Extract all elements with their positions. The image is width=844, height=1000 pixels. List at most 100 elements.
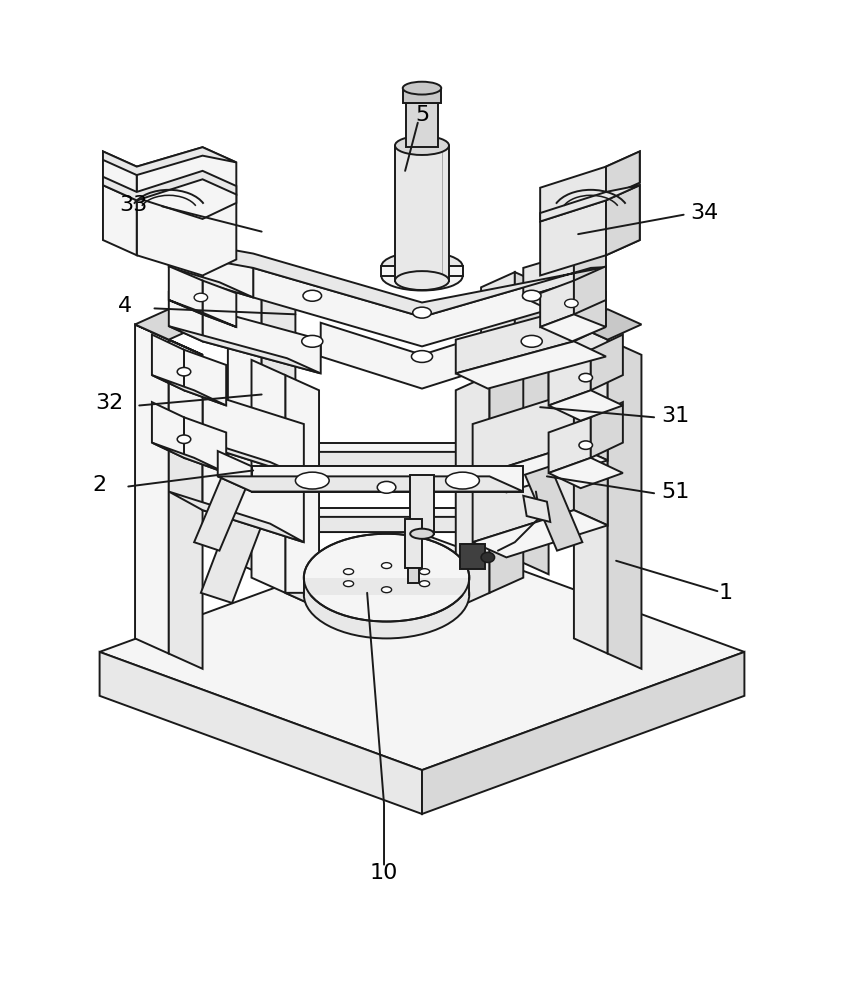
Polygon shape (540, 185, 640, 275)
Polygon shape (405, 519, 422, 568)
Ellipse shape (194, 293, 208, 302)
Ellipse shape (344, 581, 354, 587)
Polygon shape (169, 377, 203, 445)
Polygon shape (408, 568, 419, 583)
Text: 1: 1 (719, 583, 733, 603)
Polygon shape (549, 417, 591, 473)
Polygon shape (540, 314, 606, 341)
Polygon shape (574, 392, 608, 460)
Ellipse shape (304, 534, 469, 622)
Ellipse shape (403, 82, 441, 95)
Polygon shape (549, 390, 623, 421)
Polygon shape (540, 281, 574, 327)
Text: 31: 31 (661, 406, 690, 426)
Polygon shape (100, 534, 744, 770)
Polygon shape (169, 326, 321, 373)
Polygon shape (540, 185, 640, 221)
Ellipse shape (414, 278, 430, 286)
Ellipse shape (419, 581, 430, 587)
Text: 4: 4 (118, 296, 132, 316)
Polygon shape (540, 151, 640, 219)
Polygon shape (184, 350, 226, 405)
Polygon shape (169, 238, 606, 317)
Polygon shape (321, 323, 523, 389)
Polygon shape (456, 341, 606, 389)
Ellipse shape (381, 563, 392, 569)
Polygon shape (456, 375, 490, 608)
Ellipse shape (414, 323, 430, 331)
Polygon shape (169, 492, 304, 542)
Polygon shape (285, 593, 456, 608)
Polygon shape (135, 309, 203, 340)
Polygon shape (523, 496, 550, 522)
Text: 32: 32 (95, 393, 124, 413)
Polygon shape (574, 309, 641, 340)
Polygon shape (473, 445, 608, 492)
Polygon shape (203, 308, 321, 373)
Ellipse shape (177, 367, 191, 376)
Polygon shape (287, 508, 490, 532)
Polygon shape (253, 517, 490, 532)
Ellipse shape (302, 335, 322, 347)
Polygon shape (103, 147, 236, 175)
Polygon shape (203, 281, 236, 327)
Polygon shape (253, 268, 591, 346)
Polygon shape (100, 652, 422, 814)
Ellipse shape (304, 551, 469, 638)
Polygon shape (135, 324, 203, 355)
Polygon shape (287, 443, 490, 466)
Polygon shape (422, 652, 744, 814)
Polygon shape (574, 292, 606, 341)
Polygon shape (406, 103, 438, 147)
Ellipse shape (579, 373, 592, 382)
Polygon shape (574, 238, 606, 282)
Polygon shape (169, 430, 304, 477)
Polygon shape (103, 151, 137, 198)
Ellipse shape (377, 481, 396, 493)
Ellipse shape (381, 252, 463, 280)
Polygon shape (218, 476, 523, 492)
Polygon shape (515, 272, 549, 574)
Polygon shape (103, 185, 137, 255)
Ellipse shape (419, 569, 430, 575)
Ellipse shape (295, 472, 329, 489)
Polygon shape (395, 146, 449, 281)
Polygon shape (481, 272, 515, 574)
Polygon shape (152, 402, 184, 458)
Text: 33: 33 (119, 195, 148, 215)
Polygon shape (184, 417, 226, 473)
Polygon shape (304, 578, 469, 595)
Polygon shape (574, 266, 606, 314)
Ellipse shape (381, 587, 392, 593)
Ellipse shape (412, 351, 433, 362)
Text: 10: 10 (370, 863, 398, 883)
Ellipse shape (303, 290, 322, 301)
Polygon shape (152, 335, 184, 390)
Polygon shape (194, 466, 252, 551)
Polygon shape (203, 392, 304, 477)
Polygon shape (203, 451, 304, 492)
Polygon shape (523, 253, 574, 297)
Polygon shape (460, 544, 485, 569)
Polygon shape (403, 88, 441, 103)
Polygon shape (262, 287, 295, 589)
Polygon shape (203, 253, 253, 297)
Ellipse shape (579, 441, 592, 449)
Ellipse shape (446, 472, 479, 489)
Polygon shape (169, 266, 203, 314)
Polygon shape (549, 350, 591, 405)
Polygon shape (490, 360, 523, 593)
Polygon shape (135, 324, 169, 654)
Polygon shape (456, 308, 574, 373)
Polygon shape (228, 272, 262, 574)
Polygon shape (169, 340, 203, 669)
Ellipse shape (177, 435, 191, 443)
Polygon shape (410, 475, 434, 534)
Polygon shape (381, 266, 463, 276)
Ellipse shape (395, 271, 449, 290)
Text: 34: 34 (690, 203, 719, 223)
Ellipse shape (522, 335, 543, 347)
Polygon shape (169, 238, 203, 282)
Ellipse shape (481, 552, 495, 562)
Text: 5: 5 (415, 105, 429, 125)
